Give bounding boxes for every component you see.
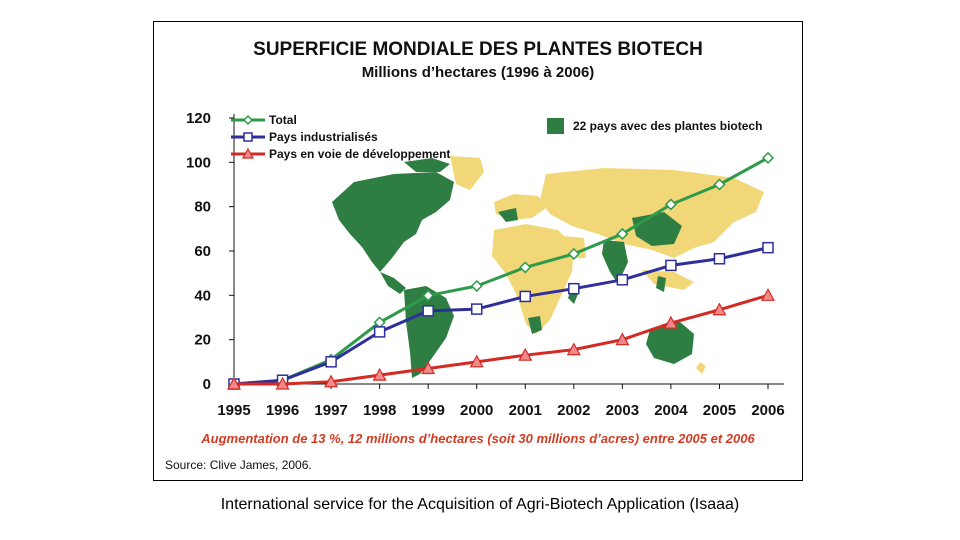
data-point-2-1997 (324, 374, 339, 388)
y-tick-label: 80 (194, 199, 211, 216)
data-point-2-1996 (275, 376, 290, 390)
data-point-2-2006 (760, 288, 776, 301)
legend-label-developing: Pays en voie de développement (269, 147, 450, 161)
y-tick-label: 20 (194, 332, 211, 349)
x-tick-label: 2002 (557, 402, 590, 419)
data-point-1-2004 (665, 259, 677, 272)
x-tick-label: 1996 (266, 402, 299, 419)
chart-svg: SUPERFICIE MONDIALE DES PLANTES BIOTECH … (165, 39, 785, 472)
legend-label-total: Total (269, 113, 297, 127)
data-point-2-2000 (469, 354, 484, 368)
legend-marker-industrialised (243, 132, 253, 142)
x-tick-label: 2004 (654, 402, 688, 419)
data-point-2-2003 (615, 332, 630, 346)
chart-title: SUPERFICIE MONDIALE DES PLANTES BIOTECH (253, 39, 703, 60)
data-point-1-1997 (325, 356, 337, 368)
data-point-2-2004 (663, 315, 678, 329)
chart-source: Source: Clive James, 2006. (165, 458, 312, 472)
data-point-2-2005 (712, 302, 727, 316)
y-tick-label: 100 (186, 154, 211, 171)
x-tick-label: 2005 (703, 402, 736, 419)
chart-frame: SUPERFICIE MONDIALE DES PLANTES BIOTECH … (153, 21, 803, 481)
legend-label-industrialised: Pays industrialisés (269, 130, 378, 144)
data-point-1-2003 (616, 274, 629, 286)
x-tick-label: 2003 (606, 402, 639, 419)
data-point-1-2006 (762, 241, 774, 254)
map-legend-label: 22 pays avec des plantes biotech (573, 119, 762, 133)
data-point-2-1998 (372, 367, 387, 381)
data-point-0-2000 (470, 279, 483, 293)
chart-annotation: Augmentation de 13 %, 12 millions d’hect… (200, 431, 755, 446)
map-legend-swatch (547, 118, 564, 134)
y-tick-label: 0 (203, 376, 211, 393)
x-tick-label: 1998 (363, 402, 396, 419)
series-line-0 (233, 156, 769, 386)
x-tick-label: 2006 (751, 402, 784, 419)
data-point-2-2002 (566, 342, 581, 356)
data-point-0-2002 (567, 247, 580, 260)
data-point-0-2004 (664, 198, 677, 211)
data-point-2-1995 (226, 376, 242, 390)
legend: Total Pays industrialisés Pays en voie d… (231, 113, 450, 161)
world-map (332, 156, 764, 378)
data-point-0-2003 (616, 227, 629, 240)
series-line-1 (233, 246, 769, 386)
data-point-1-2002 (568, 282, 580, 295)
y-tick-label: 60 (194, 243, 211, 260)
data-point-2-1999 (421, 361, 436, 375)
data-point-0-1999 (422, 289, 435, 302)
series-line-2 (234, 293, 769, 386)
image-credit: International service for the Acquisitio… (220, 496, 740, 513)
data-point-1-1998 (373, 326, 386, 338)
y-tick-label: 40 (194, 287, 211, 304)
data-point-1-1999 (422, 305, 434, 317)
legend-marker-total (242, 114, 254, 126)
legend-marker-developing (241, 147, 255, 159)
y-tick-label: 120 (186, 110, 211, 127)
x-tick-label: 1999 (411, 402, 444, 419)
data-point-1-2005 (713, 253, 726, 265)
data-point-2-2001 (518, 347, 533, 361)
x-tick-label: 2000 (460, 402, 493, 419)
data-point-0-2005 (713, 178, 726, 191)
data-point-1-2000 (470, 303, 483, 315)
x-tick-label: 2001 (509, 402, 542, 419)
x-tick-label: 1995 (217, 402, 250, 419)
x-tick-label: 1997 (314, 402, 347, 419)
chart-subtitle: Millions d’hectares (1996 à 2006) (362, 64, 595, 81)
data-point-0-2006 (761, 151, 775, 164)
data-point-0-2001 (519, 261, 532, 274)
data-point-1-2001 (519, 290, 532, 303)
